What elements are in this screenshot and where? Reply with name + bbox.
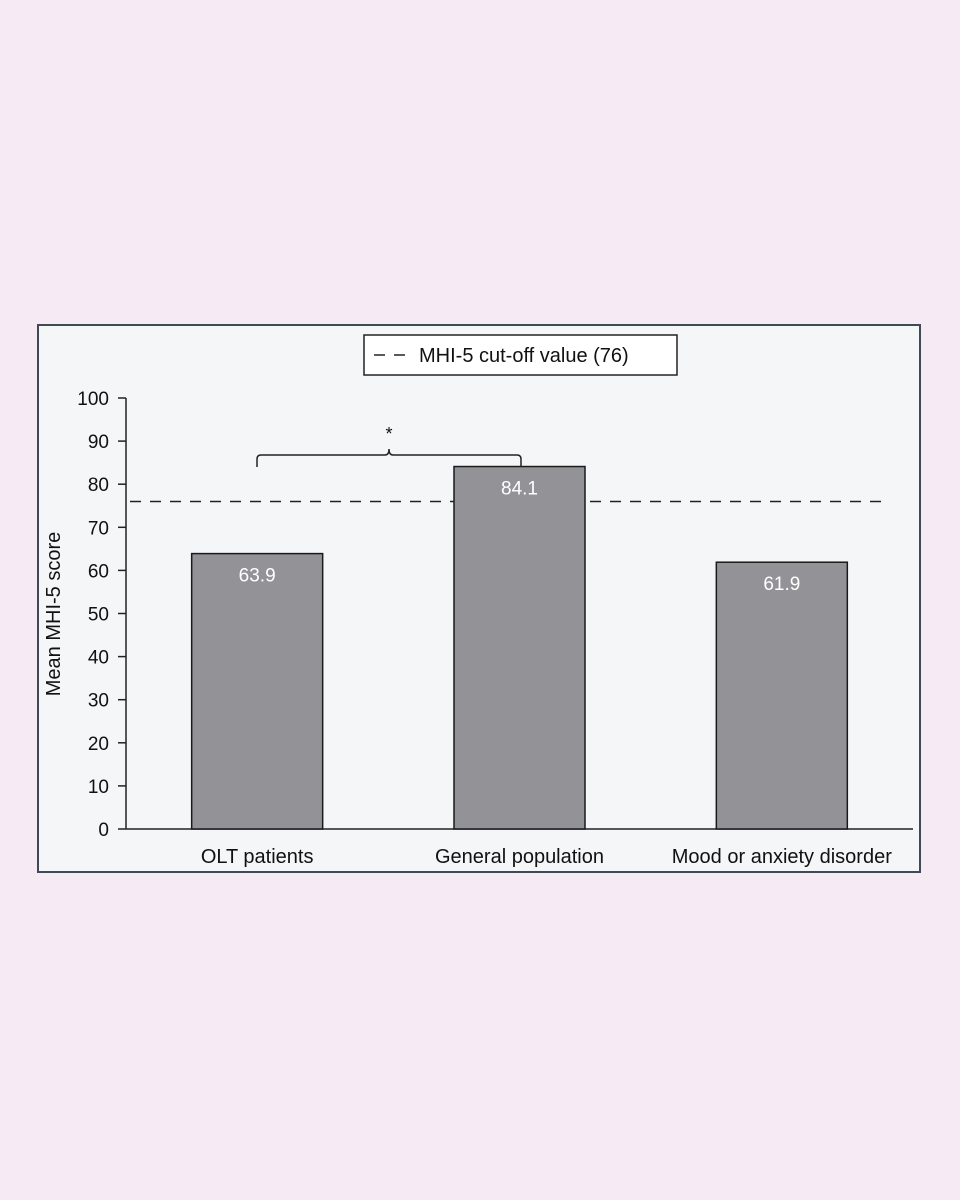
y-tick-label: 60 <box>88 561 109 582</box>
significance-asterisk: * <box>385 424 392 444</box>
bars: 63.9 84.1 61.9 <box>190 465 849 830</box>
bracket-path <box>256 448 522 467</box>
bar-value-label: 61.9 <box>763 574 800 595</box>
bar <box>715 561 849 830</box>
bar-value-label: 63.9 <box>239 566 276 587</box>
y-tick-label: 10 <box>88 777 109 798</box>
category-label: General population <box>435 846 604 868</box>
legend: MHI-5 cut-off value (76) <box>363 334 678 376</box>
significance-bracket: * <box>256 424 522 467</box>
legend-label: MHI-5 cut-off value (76) <box>419 345 629 367</box>
y-tick-label: 40 <box>88 648 109 669</box>
y-axis-title: Mean MHI-5 score <box>43 532 65 697</box>
bar-value-label: 84.1 <box>501 479 538 500</box>
category-label: Mood or anxiety disorder <box>672 846 892 868</box>
legend-box <box>363 334 678 376</box>
y-tick-label: 80 <box>88 475 109 496</box>
category-labels: OLT patients General population Mood or an… <box>201 846 892 868</box>
y-tick-label: 90 <box>88 432 109 453</box>
bar <box>453 465 586 830</box>
bar <box>190 552 324 830</box>
y-tick-label: 100 <box>77 389 109 410</box>
y-tick-label: 30 <box>88 691 109 712</box>
y-tick-label: 50 <box>88 605 109 626</box>
y-tick-label: 70 <box>88 518 109 539</box>
category-label: OLT patients <box>201 846 314 868</box>
y-tick-label: 20 <box>88 734 109 755</box>
y-tick-label: 0 <box>98 820 109 841</box>
y-ticks: 0 10 20 30 40 50 60 70 80 90 100 <box>77 389 126 841</box>
